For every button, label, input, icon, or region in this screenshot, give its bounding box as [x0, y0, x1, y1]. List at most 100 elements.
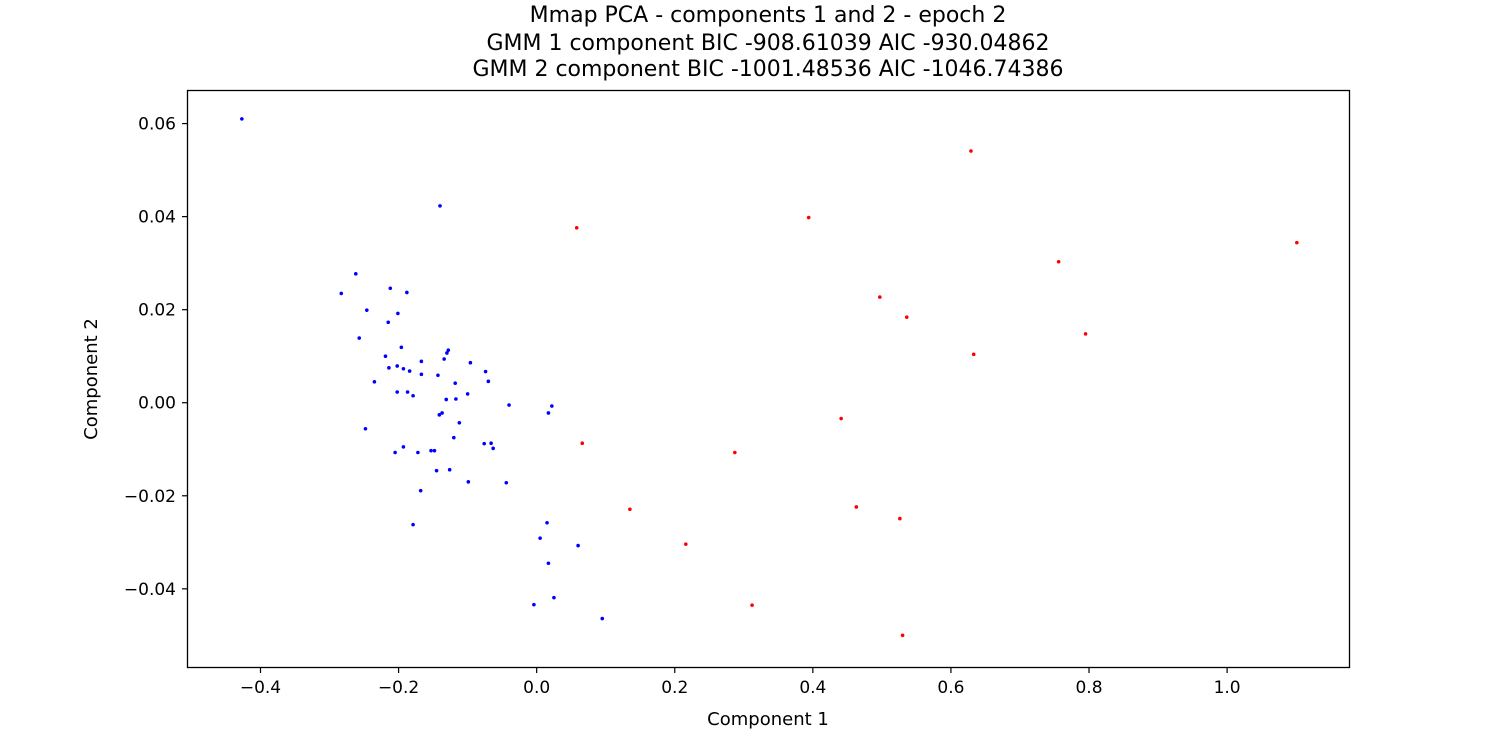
data-point-s0-21	[483, 369, 488, 374]
data-point-s0-11	[446, 348, 451, 352]
data-point-s1-0	[969, 149, 973, 153]
data-point-s1-15	[684, 542, 688, 546]
data-point-s0-6	[365, 308, 369, 312]
data-point-s0-35	[546, 411, 551, 415]
chart-title-line-2: GMM 1 component BIC -908.61039 AIC -930.…	[486, 31, 1049, 56]
data-point-s0-23	[436, 373, 440, 378]
x-tick-label: 0.8	[1075, 678, 1102, 698]
data-point-s0-44	[401, 445, 406, 449]
data-point-s0-25	[486, 379, 491, 384]
data-point-s1-16	[750, 603, 754, 607]
x-tick-label: 0.0	[523, 678, 550, 698]
data-point-s0-61	[600, 616, 605, 621]
data-point-s0-4	[388, 286, 393, 291]
data-point-s1-14	[898, 516, 902, 521]
y-tick-label: 0.04	[138, 208, 176, 228]
y-axis-ticks: −0.04 −0.02 0.00 0.02 0.04 0.06	[124, 115, 188, 600]
data-point-s0-3	[339, 291, 344, 296]
y-tick-label: 0.00	[138, 394, 176, 414]
data-point-s0-48	[393, 450, 397, 455]
data-point-s0-49	[434, 468, 439, 473]
data-point-s0-31	[444, 397, 449, 402]
data-point-s0-37	[437, 413, 442, 417]
data-point-s1-9	[839, 416, 843, 421]
data-point-s0-60	[532, 602, 536, 607]
y-tick-label: 0.06	[138, 115, 176, 135]
data-point-s0-38	[457, 420, 462, 425]
data-point-s0-32	[454, 397, 458, 401]
data-point-s0-42	[489, 441, 493, 446]
x-tick-label: −0.4	[240, 678, 281, 698]
data-point-s0-19	[401, 366, 406, 371]
data-point-s0-57	[576, 543, 580, 548]
x-tick-label: 0.6	[937, 678, 964, 698]
data-point-s1-6	[904, 315, 909, 319]
data-points	[240, 117, 1299, 638]
data-point-s0-41	[482, 441, 487, 446]
data-point-s0-14	[442, 357, 446, 361]
data-point-s0-27	[395, 390, 400, 394]
data-point-s0-28	[405, 390, 410, 394]
y-tick-label: −0.04	[124, 580, 176, 600]
data-point-s0-24	[372, 379, 377, 384]
data-point-s1-11	[733, 450, 737, 455]
data-point-s0-15	[419, 359, 424, 364]
data-point-s1-7	[1083, 332, 1088, 336]
data-point-s1-4	[1056, 259, 1061, 264]
data-point-s0-29	[411, 393, 415, 398]
plot-area-frame	[186, 89, 1351, 669]
data-point-s0-0	[240, 117, 244, 121]
data-point-s1-1	[806, 215, 811, 220]
data-point-s0-43	[491, 446, 495, 451]
data-point-s0-5	[405, 290, 409, 295]
data-point-s1-17	[900, 633, 905, 638]
x-axis-label: Component 1	[707, 709, 829, 730]
data-point-s1-5	[878, 295, 882, 299]
data-point-s0-22	[419, 372, 424, 377]
data-point-s0-26	[453, 381, 458, 385]
data-point-s0-50	[447, 467, 452, 472]
data-point-s0-45	[429, 448, 433, 453]
data-point-s0-47	[416, 450, 420, 455]
data-point-s0-30	[465, 392, 470, 396]
data-point-s0-12	[445, 351, 449, 355]
y-tick-label: 0.02	[138, 301, 176, 321]
data-point-s0-13	[383, 354, 388, 359]
data-point-s0-1	[438, 204, 442, 208]
data-point-s0-9	[357, 336, 362, 340]
data-point-s0-59	[552, 595, 556, 600]
data-point-s0-40	[452, 435, 456, 440]
x-tick-label: 1.0	[1214, 678, 1241, 698]
data-point-s0-8	[386, 320, 391, 325]
data-point-s0-58	[546, 561, 551, 566]
data-point-s0-51	[466, 480, 471, 484]
data-point-s0-2	[353, 272, 358, 276]
data-point-s0-20	[407, 369, 412, 373]
data-point-s0-56	[538, 536, 542, 540]
data-point-s0-53	[418, 488, 423, 493]
data-point-s1-10	[580, 441, 585, 446]
y-axis-label: Component 2	[81, 318, 102, 440]
chart-title-line-3: GMM 2 component BIC -1001.48536 AIC -104…	[472, 57, 1063, 82]
x-tick-label: −0.2	[378, 678, 419, 698]
data-point-s0-17	[387, 366, 391, 370]
y-tick-label: −0.02	[124, 487, 176, 507]
data-point-s0-55	[545, 520, 549, 525]
data-point-s0-36	[440, 411, 444, 415]
x-tick-label: 0.4	[799, 678, 826, 698]
data-point-s1-3	[1295, 240, 1299, 245]
chart-title-line-1: Mmap PCA - components 1 and 2 - epoch 2	[530, 3, 1007, 28]
x-axis-ticks: −0.4 −0.2 0.0 0.2 0.4 0.6 0.8 1.0	[240, 667, 1241, 698]
data-point-s0-46	[432, 448, 437, 453]
data-point-s0-18	[395, 364, 400, 368]
data-point-s0-54	[411, 522, 415, 527]
data-point-s1-8	[971, 352, 976, 357]
data-point-s0-16	[468, 360, 473, 365]
data-point-s1-12	[854, 505, 859, 509]
data-point-s1-2	[574, 225, 579, 230]
data-point-s0-39	[363, 426, 368, 431]
data-point-s0-52	[504, 480, 509, 485]
x-tick-label: 0.2	[661, 678, 688, 698]
data-point-s0-34	[550, 404, 554, 408]
